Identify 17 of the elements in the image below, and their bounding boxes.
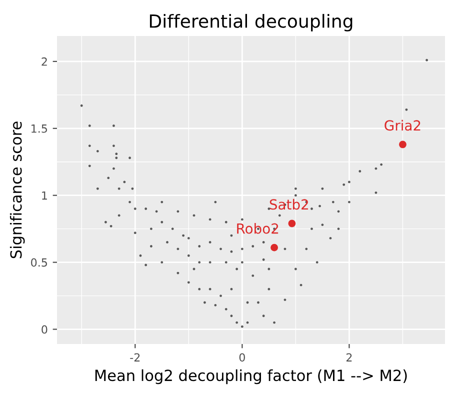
annotation: Robo2 bbox=[237, 223, 278, 234]
x-axis-title: Mean log2 decoupling factor (M1 --> M2) bbox=[95, 369, 407, 384]
x-tick-label: 0 bbox=[239, 353, 245, 362]
x-tick-label: -2 bbox=[130, 353, 140, 362]
y-tick-label: 2 bbox=[42, 57, 47, 66]
point bbox=[270, 244, 278, 252]
point bbox=[288, 220, 296, 228]
y-tick-label: 1.5 bbox=[32, 124, 47, 133]
chart-title: Differential decoupling bbox=[150, 14, 352, 32]
y-tick-label: 0.5 bbox=[31, 258, 47, 267]
annotation: Satb2 bbox=[270, 198, 308, 210]
y-tick-label: 0 bbox=[42, 325, 48, 334]
y-tick-label: 1 bbox=[42, 191, 47, 200]
annotation: Gria2 bbox=[384, 120, 420, 131]
point bbox=[399, 140, 406, 148]
x-tick-label: 2 bbox=[346, 353, 352, 362]
y-axis-title: Significance score bbox=[10, 122, 25, 258]
